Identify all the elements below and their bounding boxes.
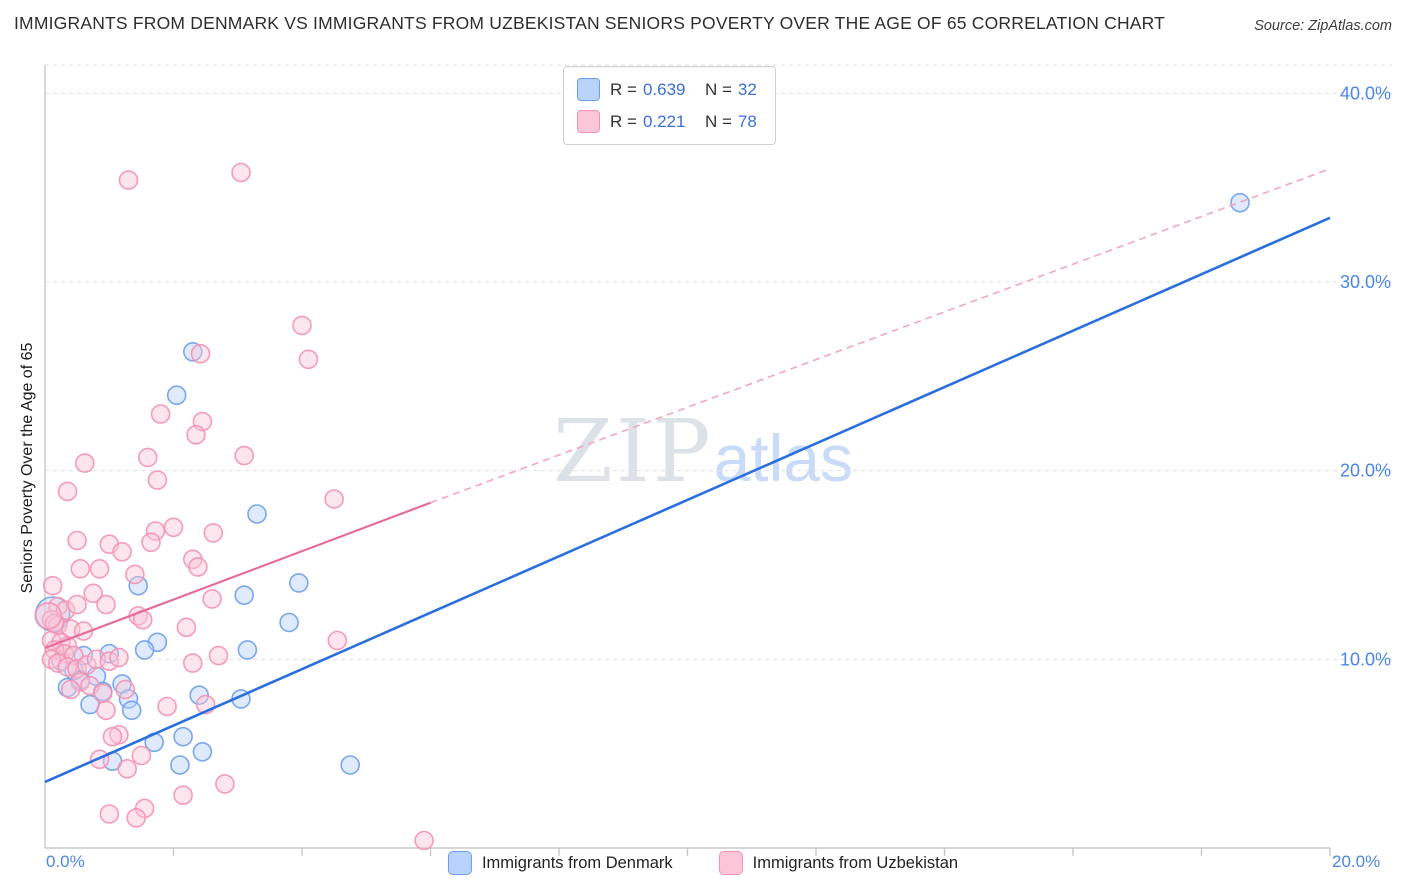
correlation-stats-legend: R = 0.639 N = 32 R = 0.221 N = 78 bbox=[563, 66, 776, 145]
y-axis-label: Seniors Poverty Over the Age of 65 bbox=[19, 342, 36, 594]
uzbekistan-legend-label: Immigrants from Uzbekistan bbox=[752, 853, 959, 872]
r-label: R = bbox=[610, 111, 637, 131]
r-value: 0.221 bbox=[642, 111, 686, 131]
svg-text:40.0%: 40.0% bbox=[1340, 83, 1391, 103]
watermark-zip-text: ZIP bbox=[552, 402, 714, 502]
x-axis-max-label: 20.0% bbox=[1332, 852, 1381, 871]
svg-text:20.0%: 20.0% bbox=[1340, 461, 1391, 481]
source-attribution: Source: ZipAtlas.com bbox=[1254, 18, 1392, 34]
stats-row-uzbekistan: R = 0.221 N = 78 bbox=[577, 110, 757, 133]
denmark-legend-swatch bbox=[447, 851, 472, 875]
denmark-legend-label: Immigrants from Denmark bbox=[481, 853, 673, 872]
n-value: 78 bbox=[737, 111, 757, 131]
denmark-series-swatch bbox=[577, 78, 600, 101]
svg-text:30.0%: 30.0% bbox=[1340, 272, 1391, 292]
uzbekistan-legend-swatch bbox=[718, 851, 743, 875]
n-value: 32 bbox=[737, 79, 757, 99]
svg-text:10.0%: 10.0% bbox=[1340, 649, 1391, 669]
r-label: R = bbox=[610, 79, 637, 99]
uzbekistan-series-swatch bbox=[577, 110, 600, 133]
legend-item-uzbekistan: Immigrants from Uzbekistan bbox=[718, 851, 959, 875]
page-title: IMMIGRANTS FROM DENMARK VS IMMIGRANTS FR… bbox=[14, 13, 1166, 33]
stats-row-denmark: R = 0.639 N = 32 bbox=[577, 78, 757, 101]
r-value: 0.639 bbox=[642, 79, 686, 99]
bottom-legend: Immigrants from Denmark Immigrants from … bbox=[447, 851, 959, 875]
n-label: N = bbox=[704, 79, 732, 99]
n-label: N = bbox=[704, 111, 732, 131]
x-axis-min-label: 0.0% bbox=[46, 852, 85, 871]
legend-item-denmark: Immigrants from Denmark bbox=[447, 851, 673, 875]
